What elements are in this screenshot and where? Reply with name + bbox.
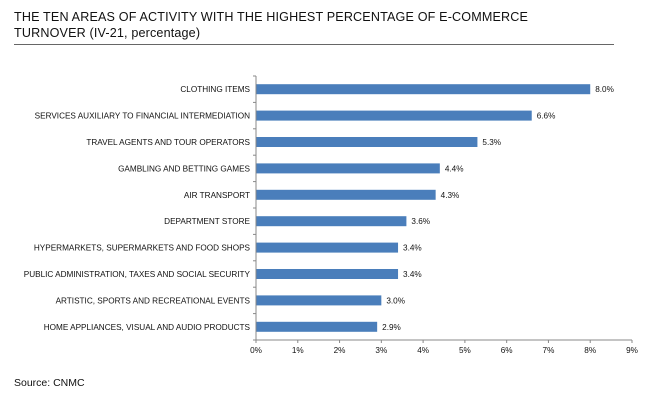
bar: [256, 84, 591, 95]
bar: [256, 216, 407, 227]
data-label: 4.3%: [441, 191, 460, 200]
bar: [256, 110, 532, 121]
category-label: SERVICES AUXILIARY TO FINANCIAL INTERMED…: [35, 112, 250, 121]
chart-title: THE TEN AREAS OF ACTIVITY WITH THE HIGHE…: [14, 9, 614, 45]
bar: [256, 163, 440, 174]
category-label: TRAVEL AGENTS AND TOUR OPERATORS: [86, 138, 250, 147]
x-tick-label: 1%: [292, 346, 304, 355]
x-tick-label: 5%: [459, 346, 471, 355]
data-label: 5.3%: [482, 138, 501, 147]
category-label: AIR TRANSPORT: [184, 191, 250, 200]
data-label: 8.0%: [595, 85, 614, 94]
category-label: ARTISTIC, SPORTS AND RECREATIONAL EVENTS: [56, 296, 251, 305]
bar: [256, 321, 378, 332]
category-label: HYPERMARKETS, SUPERMARKETS AND FOOD SHOP…: [34, 244, 251, 253]
bar: [256, 295, 382, 306]
x-tick-label: 3%: [375, 346, 387, 355]
category-label: HOME APPLIANCES, VISUAL AND AUDIO PRODUC…: [44, 323, 251, 332]
bar: [256, 189, 436, 200]
x-tick-label: 9%: [626, 346, 638, 355]
x-tick-label: 4%: [417, 346, 429, 355]
bar: [256, 242, 399, 253]
data-label: 3.4%: [403, 244, 422, 253]
x-tick-label: 0%: [250, 346, 262, 355]
data-label: 2.9%: [382, 323, 401, 332]
category-label: GAMBLING AND BETTING GAMES: [118, 164, 250, 173]
chart-title-line-2: TURNOVER (IV-21, percentage): [14, 26, 201, 40]
data-label: 3.4%: [403, 270, 422, 279]
x-tick-label: 7%: [543, 346, 555, 355]
x-tick-label: 2%: [334, 346, 346, 355]
category-label: CLOTHING ITEMS: [180, 85, 250, 94]
data-label: 4.4%: [445, 164, 464, 173]
data-label: 3.6%: [411, 217, 430, 226]
category-label: DEPARTMENT STORE: [164, 217, 250, 226]
data-label: 3.0%: [386, 296, 405, 305]
data-label: 6.6%: [537, 112, 556, 121]
bar: [256, 137, 478, 147]
category-label: PUBLIC ADMINISTRATION, TAXES AND SOCIAL …: [24, 270, 251, 279]
source-note: Source: CNMC: [14, 377, 85, 389]
bar: [256, 269, 399, 279]
x-tick-label: 6%: [501, 346, 513, 355]
chart-title-line-1: THE TEN AREAS OF ACTIVITY WITH THE HIGHE…: [14, 10, 529, 24]
x-tick-label: 8%: [584, 346, 596, 355]
